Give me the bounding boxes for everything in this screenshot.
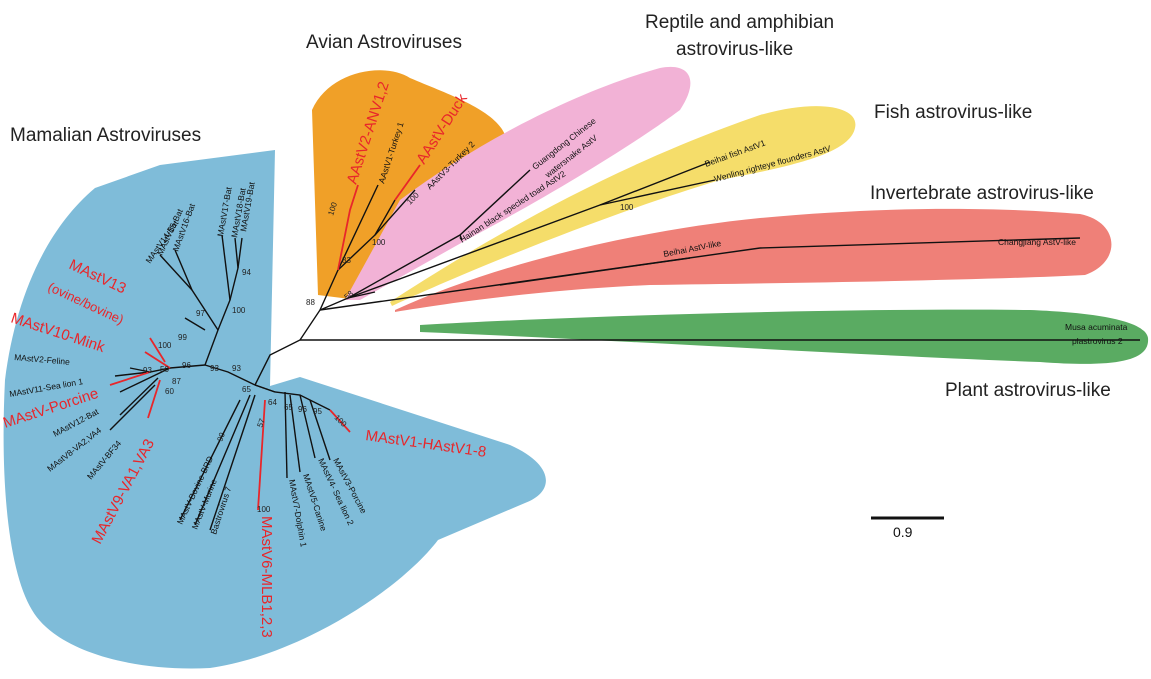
branch-porcine3 [309,399,331,461]
bootstrap-value: 57 [255,417,267,429]
bootstrap-value: 83 [342,256,351,265]
branch-sealion1 [119,367,171,393]
invertebrate-clade-shading [395,208,1112,312]
fish-group-title: Fish astrovirus-like [874,102,1032,123]
branch-bat-14 [184,317,206,331]
bootstrap-value: 60 [165,387,174,396]
branch-backbone [254,291,376,386]
scale-bar-label: 0.9 [893,524,913,540]
branch-bat-18 [234,237,239,269]
bootstrap-value: 100 [232,306,246,315]
leaf-musa-1: Musa acuminata [1065,322,1128,332]
branch-changjiang [759,237,1081,249]
bootstrap-value: 64 [268,398,277,407]
avian-group-title: Avian Astroviruses [306,32,462,53]
bootstrap-value: 100 [326,201,339,217]
mammalian-clade-shading [3,150,546,669]
branch-sealion2 [299,394,316,459]
bootstrap-value: 95 [313,407,322,416]
branch-feline [129,367,151,373]
branch-canine [289,394,301,473]
branch-bat-17 [221,234,231,301]
branch-va24 [109,384,156,431]
bootstrap-value: 100 [158,341,172,350]
branch-lower-cluster [254,384,331,411]
bootstrap-value: 99 [178,333,187,342]
leaf-musa-2: plastrovirus 2 [1072,336,1123,346]
bootstrap-value: 88 [306,298,315,307]
bootstrap-value: 100 [372,238,386,247]
branch-avian-turkey1 [337,184,379,271]
branch-dolphin [284,391,288,479]
branch-left-cluster [114,364,206,377]
branch-hastv [329,409,351,433]
bootstrap-value: 96 [182,361,191,370]
plant-group-title: Plant astrovirus-like [945,380,1111,401]
reptile-group-title: Reptile and amphibian [645,12,834,33]
bootstrap-value: 65 [242,385,251,394]
bootstrap-value: 97 [196,309,205,318]
reptile-clade-shading [345,66,691,300]
branch-avian [319,199,396,311]
branch-bastro [209,394,256,531]
bootstrap-value: 94 [242,268,251,277]
leaf-changjiang: Changjiang AstV-like [998,237,1076,247]
fish-clade-shading [390,106,856,306]
leaf-mastv2: MAstV2-Feline [14,352,71,367]
invertebrate-group-title: Invertebrate astrovirus-like [870,183,1094,204]
branch-porcine [109,371,151,386]
branch-backbone-mammal [204,364,256,386]
branch-mink [144,351,171,369]
branch-fish-wenling [599,179,716,206]
plant-clade-shading [420,309,1149,364]
bootstrap-value: 65 [284,403,293,412]
branch-murine [194,394,251,526]
branch-bat-15 [159,254,193,291]
bootstrap-value: 100 [257,505,271,514]
bootstrap-value: 96 [298,405,307,414]
avian-clade-shading [312,70,505,300]
branch-bat12 [119,377,159,416]
branch-reptile-hainan [459,234,463,241]
branch-mlb [257,399,266,511]
reptile-group-subtitle: astrovirus-like [676,39,793,60]
bootstrap-value: 93 [210,364,219,373]
branch-brd [179,399,241,521]
branch-avian-turkey2 [374,189,416,236]
branch-ovine [149,337,166,363]
branch-va13 [147,379,161,419]
bootstrap-value: 50 [160,365,169,374]
bootstrap-value: 93 [143,366,152,375]
branch-avian-duck [394,164,421,201]
bootstrap-value: 90 [215,431,227,443]
bootstrap-value: 100 [620,203,634,212]
leaf-mastv6: MAstV6-MLB1,2,3 [258,516,275,638]
branch-avian-anv [337,184,359,271]
bootstrap-value: 93 [232,364,241,373]
branch-beihai-inv [499,257,691,286]
bootstrap-value: 87 [172,377,181,386]
mammalian-group-title: Mamalian Astroviruses [10,125,201,146]
